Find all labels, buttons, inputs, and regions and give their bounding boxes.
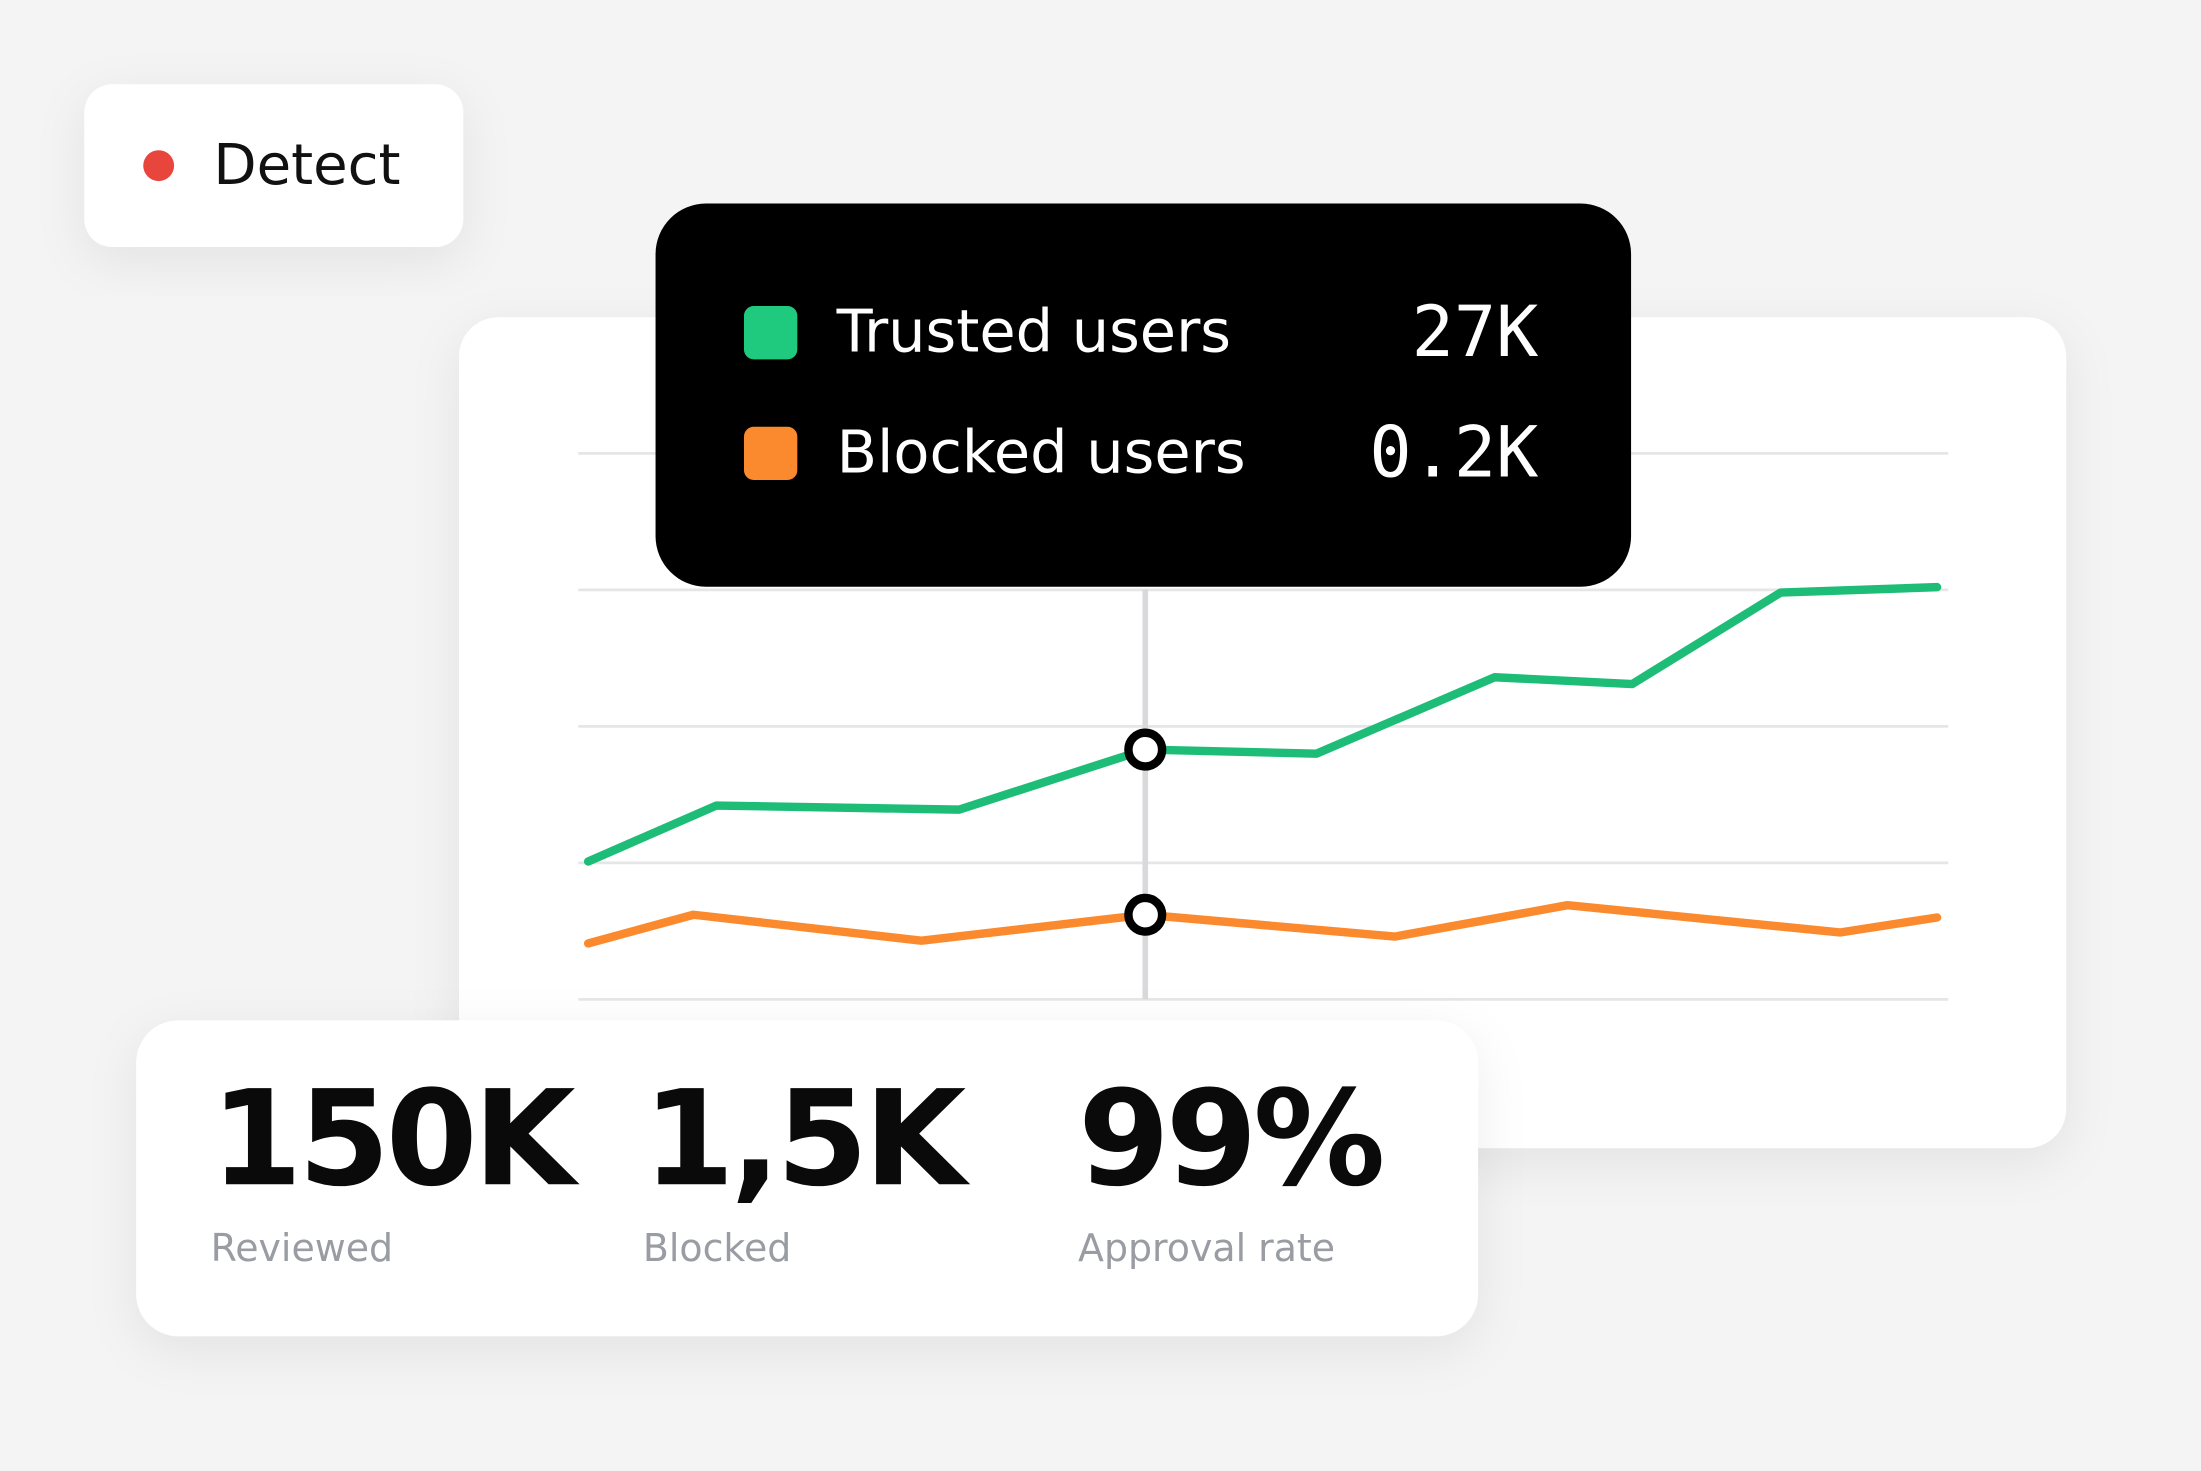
series-line: [583, 582, 1942, 866]
hover-marker: [1124, 728, 1167, 771]
stat-value: 150K: [211, 1063, 581, 1216]
stats: 150K Reviewed 1,5K Blocked 99% Approval rate: [136, 1020, 1479, 1337]
tooltip-value: 27K: [1412, 291, 1539, 373]
stat-value: 1,5K: [643, 1063, 971, 1216]
badge: Detect: [84, 84, 464, 248]
legend-swatch: [743, 426, 798, 481]
stats-card: [136, 1020, 1479, 1337]
stat-label: Blocked: [643, 1226, 791, 1270]
legend-label: Trusted users: [836, 297, 1231, 366]
legend-swatch: [743, 305, 798, 360]
tooltip: Trusted users 27K Blocked users 0.2K: [655, 203, 1632, 587]
hover-marker: [1124, 893, 1167, 936]
legend-label: Blocked users: [837, 417, 1246, 486]
badge-card: [84, 84, 464, 248]
series-line: [583, 900, 1942, 948]
status-dot: [143, 150, 175, 182]
badge-label: Detect: [213, 133, 400, 198]
stat-label: Approval rate: [1078, 1226, 1335, 1270]
stat-value: 99%: [1078, 1063, 1381, 1216]
tooltip-box: [655, 203, 1632, 587]
stat-label: Reviewed: [211, 1226, 393, 1270]
tooltip-value: 0.2K: [1369, 412, 1538, 494]
plot: [578, 451, 1949, 1001]
